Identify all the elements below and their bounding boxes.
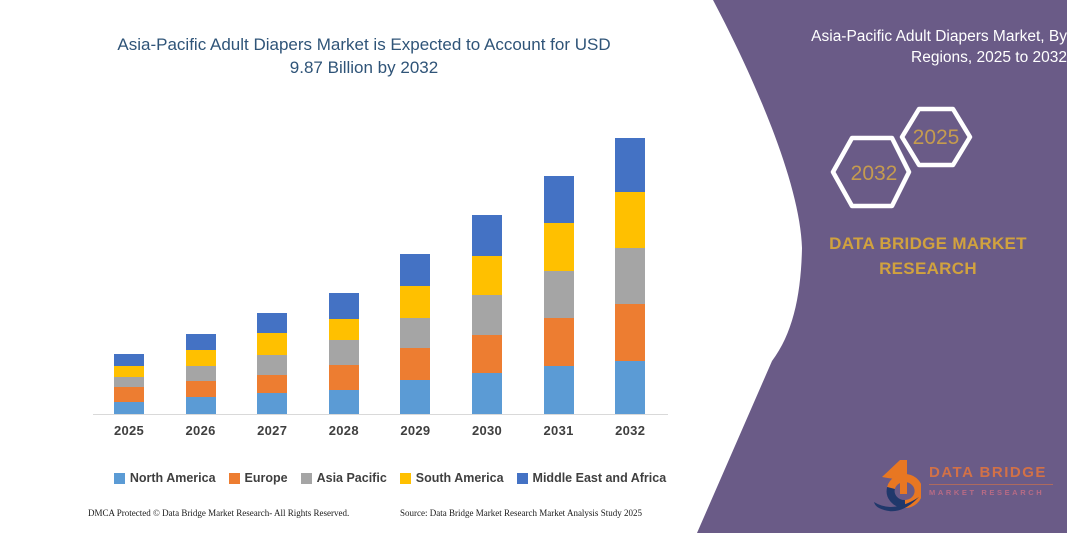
panel-shape: [697, 0, 1067, 533]
bar-segment-europe: [400, 348, 431, 380]
logo-text-secondary: MARKET RESEARCH: [929, 488, 1045, 497]
legend-item: South America: [399, 471, 504, 485]
hexagon-2032-label: 2032: [851, 162, 898, 185]
bar-segment-south-america: [615, 192, 646, 248]
bar-segment-north-america: [615, 361, 646, 414]
legend-swatch: [300, 472, 312, 484]
bar-segment-asia-pacific: [114, 377, 144, 387]
bar-segment-middle-east-and-africa: [615, 138, 646, 192]
legend-label: Middle East and Africa: [532, 471, 667, 485]
bar-segment-asia-pacific: [328, 340, 359, 365]
legend-label: South America: [415, 471, 504, 485]
bar-segment-middle-east-and-africa: [257, 313, 288, 333]
bar-segment-south-america: [185, 350, 216, 366]
dbmr-logo: DATA BRIDGE MARKET RESEARCH: [873, 450, 1053, 516]
legend-item: Middle East and Africa: [516, 471, 667, 485]
bar-segment-middle-east-and-africa: [472, 215, 502, 256]
bar-segment-asia-pacific: [257, 355, 288, 375]
legend-swatch: [399, 472, 411, 484]
x-axis-label: 2026: [185, 423, 216, 438]
bar-segment-europe: [328, 365, 359, 390]
hexagon-2025-label: 2025: [913, 126, 960, 149]
bar-segment-asia-pacific: [400, 318, 431, 348]
bar-segment-middle-east-and-africa: [400, 254, 431, 286]
legend-item: North America: [113, 471, 216, 485]
bar-segment-north-america: [543, 366, 574, 414]
legend-label: Asia Pacific: [316, 471, 387, 485]
bar-segment-south-america: [543, 223, 574, 271]
x-axis-label: 2030: [471, 423, 503, 438]
bar-segment-middle-east-and-africa: [328, 293, 359, 319]
bar-segment-south-america: [472, 256, 502, 295]
x-axis-label: 2028: [328, 423, 359, 438]
bar-segment-north-america: [185, 397, 216, 414]
bar-segment-middle-east-and-africa: [543, 176, 574, 223]
bar-segment-south-america: [114, 366, 144, 377]
x-axis-labels: 2025 2026 2027 2028 2029 2030 2031 2032: [95, 423, 670, 441]
bar-segment-north-america: [472, 373, 502, 414]
bar-segment-asia-pacific: [543, 271, 574, 318]
hexagon-2032: [830, 135, 912, 209]
bar-segment-south-america: [400, 286, 431, 318]
panel-title: Asia-Pacific Adult Diapers Market, By Re…: [811, 28, 1067, 66]
dbmr-logo-b-icon: [874, 460, 921, 512]
legend-swatch: [516, 472, 528, 484]
logo-text-primary: DATA BRIDGE: [929, 464, 1053, 485]
chart-title: Asia-Pacific Adult Diapers Market is Exp…: [117, 35, 611, 77]
bar-segment-north-america: [114, 402, 144, 414]
bar-segment-middle-east-and-africa: [114, 354, 144, 366]
bar-segment-asia-pacific: [615, 248, 646, 304]
bar-segment-europe: [257, 375, 288, 393]
bar-segment-south-america: [328, 319, 359, 340]
bar-segment-europe: [114, 387, 144, 402]
stacked-bar-chart: [95, 128, 670, 414]
bar-segment-europe: [185, 381, 216, 397]
bar-segment-europe: [615, 304, 646, 361]
bar-segment-north-america: [400, 380, 431, 414]
bar-segment-europe: [472, 335, 502, 373]
bar-segment-asia-pacific: [472, 295, 502, 335]
source-footer-text: Source: Data Bridge Market Research Mark…: [400, 508, 642, 518]
x-axis-label: 2031: [543, 423, 574, 438]
x-axis-label: 2027: [257, 423, 288, 438]
bar-segment-north-america: [328, 390, 359, 414]
bar-segment-middle-east-and-africa: [185, 334, 216, 350]
dmca-footer-text: DMCA Protected © Data Bridge Market Rese…: [88, 508, 350, 518]
legend-swatch: [113, 472, 125, 484]
hexagon-2025: [899, 106, 973, 168]
chart-legend: North America Europe Asia Pacific South Ame…: [70, 471, 710, 485]
bar-segment-europe: [543, 318, 574, 366]
x-axis-line: [93, 414, 668, 415]
bar-segment-asia-pacific: [185, 366, 216, 381]
legend-swatch: [228, 472, 240, 484]
x-axis-label: 2025: [113, 423, 145, 438]
legend-item: Europe: [228, 471, 288, 485]
x-axis-label: 2032: [615, 423, 646, 438]
bar-segment-south-america: [257, 333, 288, 355]
legend-item: Asia Pacific: [300, 471, 387, 485]
x-axis-label: 2029: [400, 423, 431, 438]
legend-label: North America: [129, 471, 216, 485]
bar-segment-north-america: [257, 393, 288, 414]
legend-label: Europe: [244, 471, 288, 485]
brand-wordmark: DATA BRIDGE MARKET RESEARCH: [829, 234, 1027, 278]
